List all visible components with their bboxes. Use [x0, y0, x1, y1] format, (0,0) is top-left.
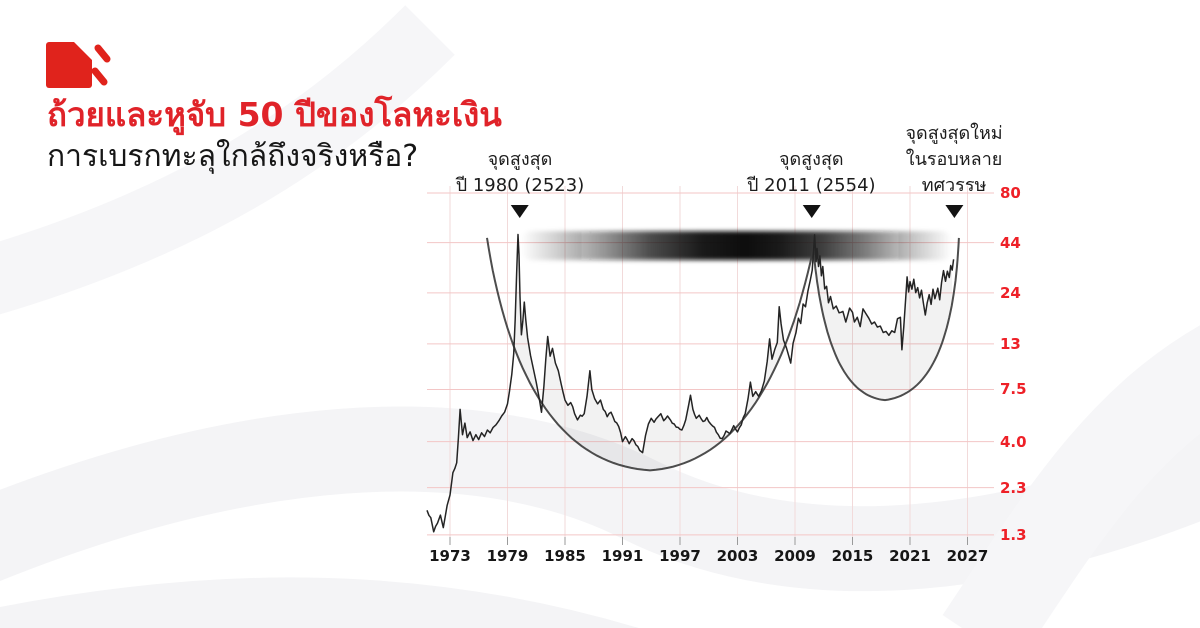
logo-corner-notch [74, 42, 94, 62]
handle-pattern-curve [813, 237, 960, 402]
annotation-peak-2011: จุดสูงสุด ปี 2011 (2554) [747, 147, 876, 218]
annotation-line: ปี 1980 (2523) [455, 175, 585, 196]
page-subtitle: การเบรกทะลุใกล้ถึงจริงหรือ? [47, 139, 419, 175]
pattern-shading [745, 310, 785, 418]
pattern-shading [814, 244, 952, 400]
annotation-line: จุดสูงสุด [487, 149, 553, 170]
swirl-upper-left [0, 5, 455, 315]
logo-dash-1 [94, 44, 111, 63]
resistance-zone-band [520, 231, 953, 261]
swirl-bottom-left [0, 577, 639, 628]
brand-logo [46, 42, 111, 88]
title-block: ถ้วยและหูจับ 50 ปีของโลหะเงิน การเบรกทะล… [47, 94, 502, 176]
annotation-line: ในรอบหลาย [905, 149, 1003, 170]
triangle-down-icon [510, 205, 529, 218]
annotation-line: ปี 2011 (2554) [747, 175, 876, 196]
annotation-line: ทศวรรษ [921, 175, 987, 196]
page-title: ถ้วยและหูจับ 50 ปีของโลหะเงิน [47, 95, 502, 134]
logo-dash-2 [91, 67, 108, 86]
annotation-new-high: จุดสูงสุดใหม่ ในรอบหลาย ทศวรรษ [905, 121, 1003, 218]
pattern-shading [543, 345, 735, 471]
annotation-peak-1980: จุดสูงสุด ปี 1980 (2523) [455, 147, 585, 218]
chart-plot [426, 233, 960, 533]
logo-square [46, 42, 92, 88]
triangle-down-icon [945, 205, 964, 218]
swirl-right [942, 325, 1200, 628]
silver-price-line [426, 233, 955, 533]
annotation-line: จุดสูงสุดใหม่ [905, 123, 1003, 144]
triangle-down-icon [802, 205, 821, 218]
annotation-line: จุดสูงสุด [778, 149, 844, 170]
cup-pattern-curve [486, 237, 816, 472]
